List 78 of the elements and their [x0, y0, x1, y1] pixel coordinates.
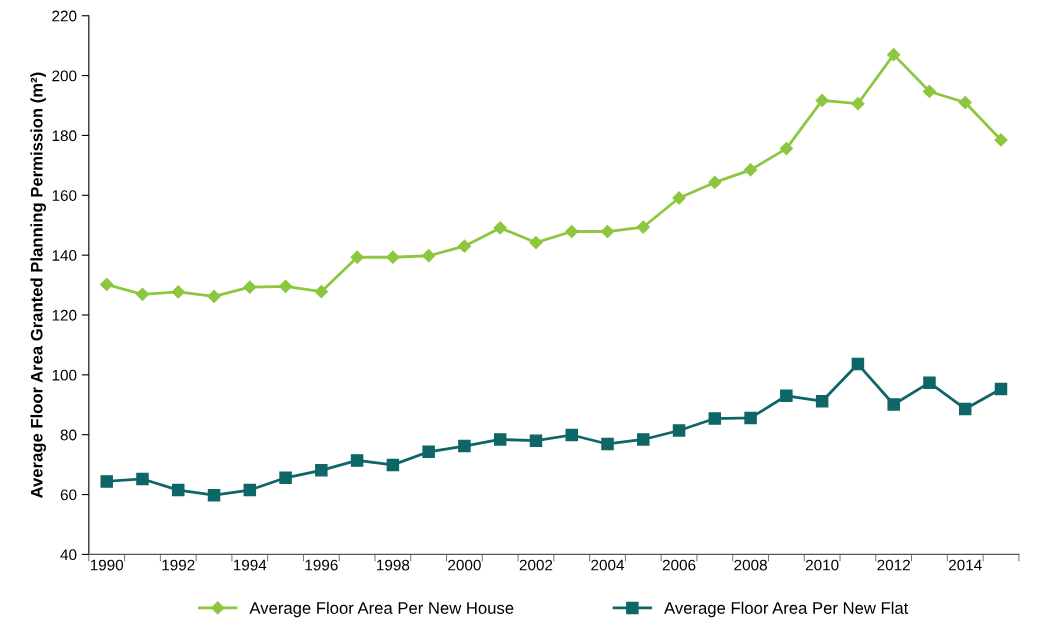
y-tick-label: 180 [52, 130, 77, 142]
point [493, 433, 507, 446]
point [565, 224, 579, 239]
x-tick-label: 1992 [162, 559, 195, 571]
point [529, 235, 543, 250]
point [350, 250, 364, 264]
point [922, 84, 937, 99]
y-tick-label: 160 [52, 190, 77, 201]
y-tick-label: 200 [52, 70, 77, 82]
point [100, 475, 113, 488]
point [422, 249, 436, 263]
x-tick-label: 2010 [805, 559, 839, 571]
x-tick-label: 1998 [377, 559, 410, 571]
point [994, 133, 1008, 147]
point [100, 277, 114, 292]
x-tick-label: 2004 [591, 559, 625, 571]
point [958, 95, 972, 110]
point [422, 445, 435, 459]
point [207, 488, 221, 502]
point [636, 220, 650, 234]
point [350, 454, 364, 467]
point [923, 376, 936, 389]
y-tick-label: 80 [60, 429, 77, 441]
point [708, 412, 722, 425]
point [708, 175, 722, 190]
point [279, 471, 292, 485]
point [887, 398, 900, 411]
point [600, 224, 615, 239]
point [493, 221, 507, 235]
point [386, 458, 400, 472]
y-tick-label: 220 [52, 10, 77, 22]
point [672, 424, 686, 437]
point [243, 280, 257, 294]
point [994, 382, 1008, 396]
y-tick-label: 140 [52, 250, 77, 261]
point [135, 287, 150, 301]
point [601, 437, 614, 451]
point [172, 483, 185, 497]
y-tick-label: 120 [52, 309, 77, 321]
point [779, 142, 793, 156]
point [136, 472, 149, 486]
point [386, 250, 400, 264]
point [958, 402, 972, 416]
point [744, 411, 757, 425]
point [637, 433, 650, 446]
y-tick-label: 100 [52, 369, 77, 381]
x-tick-label: 2006 [662, 559, 696, 571]
point [315, 464, 328, 477]
point [887, 48, 901, 62]
y-axis-title: Average Floor Area Granted Planning Permission (m²) [30, 72, 46, 498]
x-tick-label: 2014 [949, 559, 982, 571]
point [243, 483, 257, 497]
point [529, 434, 543, 447]
x-tick-label: 1990 [90, 559, 124, 571]
point [672, 191, 686, 205]
point [171, 285, 185, 299]
y-tick-label: 60 [60, 489, 77, 501]
point [314, 285, 328, 299]
point [278, 279, 293, 293]
point [815, 394, 829, 408]
y-tick-label: 40 [60, 549, 77, 561]
legend-label: Average Floor Area Per New Flat [664, 601, 909, 618]
point [851, 97, 865, 111]
x-tick-label: 2012 [877, 559, 910, 571]
x-tick-label: 2002 [519, 559, 553, 571]
point [565, 428, 578, 442]
point [815, 93, 829, 108]
x-tick-label: 2000 [448, 559, 481, 571]
point [780, 389, 793, 403]
point [744, 163, 758, 177]
point [457, 239, 472, 253]
x-tick-label: 1996 [305, 559, 338, 571]
x-tick-label: 1994 [233, 559, 267, 571]
x-tick-label: 2008 [734, 559, 767, 571]
legend-label: Average Floor Area Per New House [249, 601, 514, 618]
point [851, 357, 865, 371]
point [207, 289, 221, 304]
point [458, 439, 471, 453]
